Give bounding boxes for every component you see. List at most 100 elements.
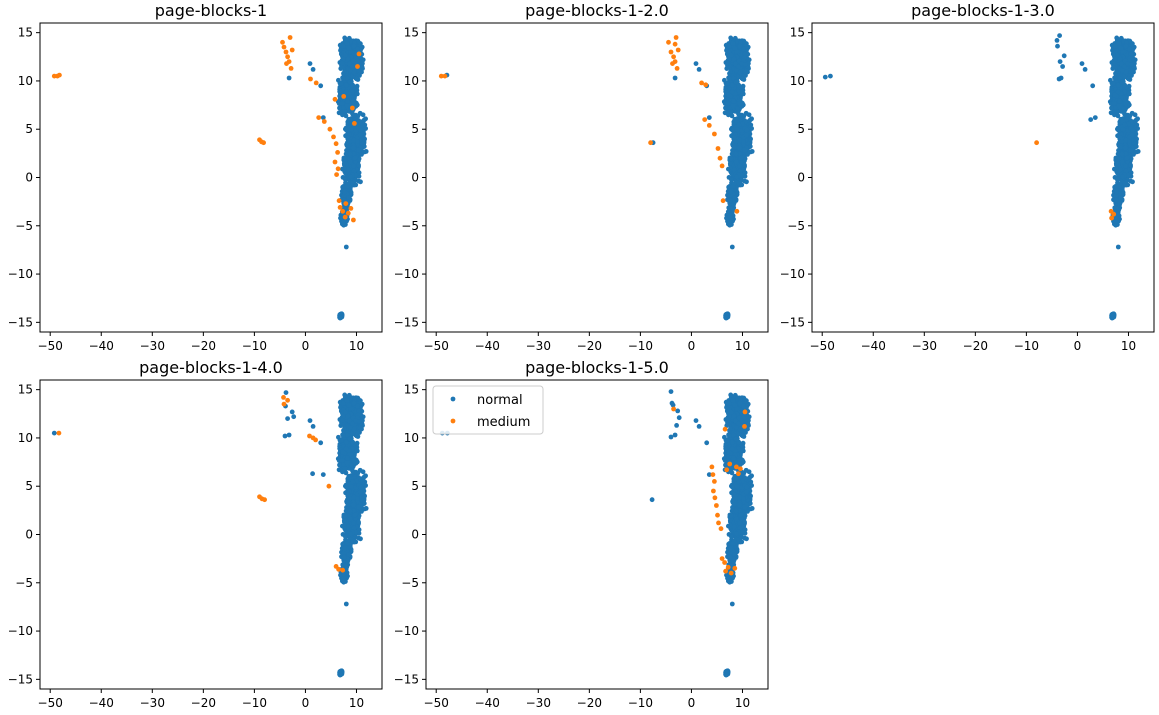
point-normal [729, 52, 734, 58]
point-normal [345, 98, 350, 104]
subplot-2: page-blocks-1-2.0−50 −40 −30 −20 −10 0 10−15−1… [394, 1, 769, 353]
point-normal [741, 46, 746, 52]
point-normal [337, 105, 342, 111]
x-tick-label: −20 [191, 339, 216, 353]
point-medium [316, 115, 322, 120]
point-medium [287, 35, 293, 40]
point-normal [318, 83, 324, 89]
point-medium [289, 47, 295, 53]
point-normal [351, 43, 357, 49]
x-tick-label: −50 [38, 339, 63, 353]
point-normal [732, 46, 738, 51]
point-normal [344, 103, 350, 109]
point-normal [343, 156, 348, 162]
point-medium [327, 126, 333, 132]
point-normal [357, 110, 363, 116]
point-normal [286, 75, 292, 81]
point-normal [724, 81, 730, 86]
point-normal [355, 46, 360, 52]
point-medium [342, 214, 348, 220]
point-normal [347, 151, 353, 157]
point-medium [348, 206, 354, 211]
point-normal [729, 156, 734, 162]
point-normal [737, 100, 743, 106]
point-normal [725, 60, 731, 66]
point-normal [350, 145, 356, 151]
y-tick-label: 10 [18, 74, 33, 88]
point-normal [347, 68, 353, 73]
point-normal [738, 155, 744, 161]
point-medium [350, 105, 355, 111]
point-normal [357, 132, 363, 138]
point-normal [338, 81, 344, 86]
point-normal [734, 127, 740, 132]
point-normal [352, 155, 358, 161]
point-medium [340, 208, 346, 214]
point-normal [744, 127, 750, 133]
point-normal [728, 109, 734, 115]
point-normal [356, 162, 361, 168]
point-normal [337, 315, 343, 321]
point-medium [352, 121, 357, 126]
y-tick-label: 15 [18, 26, 33, 40]
series-normal-points [286, 35, 369, 321]
point-normal [733, 151, 739, 157]
subplot-title: page-blocks-1-2.0 [525, 1, 669, 20]
point-medium [313, 80, 319, 86]
point-normal [731, 98, 736, 104]
point-normal [742, 147, 748, 153]
point-medium [288, 66, 294, 71]
point-normal [744, 179, 749, 185]
point-normal [354, 76, 360, 82]
point-normal [733, 68, 739, 73]
series-medium-points [51, 35, 362, 223]
point-normal [736, 111, 741, 117]
point-normal [341, 56, 346, 62]
point-medium [335, 166, 341, 172]
point-normal [741, 139, 746, 144]
point-medium [331, 134, 336, 140]
point-medium [343, 201, 349, 207]
point-normal [733, 159, 739, 165]
point-normal [341, 43, 346, 49]
point-normal [736, 122, 742, 128]
point-normal [347, 139, 353, 144]
point-normal [339, 60, 345, 66]
point-normal [733, 139, 739, 144]
point-medium [335, 150, 340, 155]
point-normal [342, 189, 347, 195]
point-normal [358, 127, 364, 133]
point-normal [723, 105, 728, 111]
x-tick-label: −30 [140, 339, 165, 353]
point-normal [742, 162, 747, 168]
point-normal [342, 109, 348, 115]
point-normal [346, 46, 352, 51]
point-normal [356, 147, 362, 153]
point-normal [357, 68, 363, 74]
point-medium [337, 205, 343, 210]
y-tick-label: 0 [25, 171, 33, 185]
y-tick-label: −15 [8, 315, 33, 329]
point-normal [307, 61, 313, 66]
point-normal [343, 244, 349, 250]
point-medium [57, 72, 62, 78]
point-medium [283, 49, 289, 55]
point-medium [261, 140, 266, 146]
point-medium [341, 94, 347, 99]
subplot-title: page-blocks-1 [155, 1, 267, 20]
point-normal [743, 110, 749, 116]
point-normal [347, 61, 352, 67]
point-normal [740, 76, 746, 82]
point-normal [736, 145, 742, 151]
point-normal [350, 64, 355, 69]
point-medium [284, 61, 289, 66]
axes-frame [39, 22, 383, 333]
point-medium [280, 39, 285, 45]
point-normal [340, 219, 346, 225]
point-normal [346, 167, 351, 173]
point-normal [740, 91, 746, 97]
point-normal [743, 132, 749, 138]
x-tick-label: 0 [302, 339, 310, 353]
series-normal-points [444, 35, 755, 321]
